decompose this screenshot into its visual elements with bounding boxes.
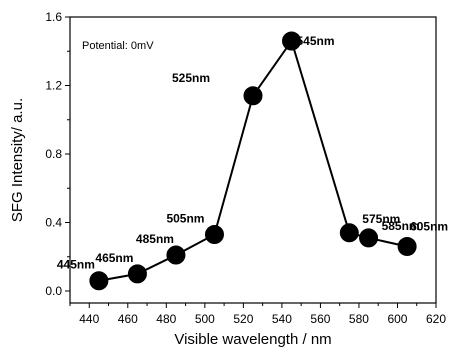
x-tick-label: 540: [272, 312, 292, 326]
data-point-label: 445nm: [57, 258, 95, 272]
x-tick-label: 520: [233, 312, 253, 326]
y-tick-label: 1.6: [45, 10, 62, 24]
data-point: [243, 86, 263, 106]
data-point-label: 585nm: [382, 219, 420, 233]
data-point-label: 465nm: [95, 251, 133, 265]
x-tick-label: 600: [387, 312, 407, 326]
data-point: [204, 224, 224, 244]
data-point-label: 605nm: [410, 219, 448, 233]
y-tick-label: 0.4: [45, 216, 62, 230]
data-point: [397, 236, 417, 256]
y-axis-title: SFG Intensity/ a.u.: [9, 98, 26, 222]
data-point: [359, 228, 379, 248]
data-point-label: 485nm: [136, 232, 174, 246]
y-tick-label: 0.0: [45, 284, 62, 298]
data-point-label: 575nm: [362, 212, 400, 226]
series: [89, 31, 417, 291]
labels: Potential: 0mV Visible wavelength / nm S…: [9, 34, 448, 347]
data-point: [89, 271, 109, 291]
plot-frame: [69, 16, 437, 304]
y-tick-label: 0.8: [45, 147, 62, 161]
data-point-label: 545nm: [297, 34, 335, 48]
x-tick-label: 460: [118, 312, 138, 326]
x-tick-label: 580: [349, 312, 369, 326]
x-tick-label: 480: [156, 312, 176, 326]
x-axis-title: Visible wavelength / nm: [174, 331, 331, 347]
axes: [69, 16, 437, 304]
x-tick-label: 620: [426, 312, 446, 326]
data-point: [282, 31, 302, 51]
data-point-label: 525nm: [172, 71, 210, 85]
x-tick-label: 560: [310, 312, 330, 326]
x-tick-label: 440: [79, 312, 99, 326]
x-tick-label: 500: [195, 312, 215, 326]
ticks: 440 460 480 500 520 540 560 580 600 620 0.0 0.4 0.8 1…: [45, 10, 446, 326]
data-point-label: 505nm: [166, 211, 204, 225]
data-point: [127, 264, 147, 284]
data-point: [166, 245, 186, 265]
y-tick-label: 1.2: [45, 79, 62, 93]
annotation-text: Potential: 0mV: [82, 40, 154, 52]
data-point: [339, 223, 359, 243]
